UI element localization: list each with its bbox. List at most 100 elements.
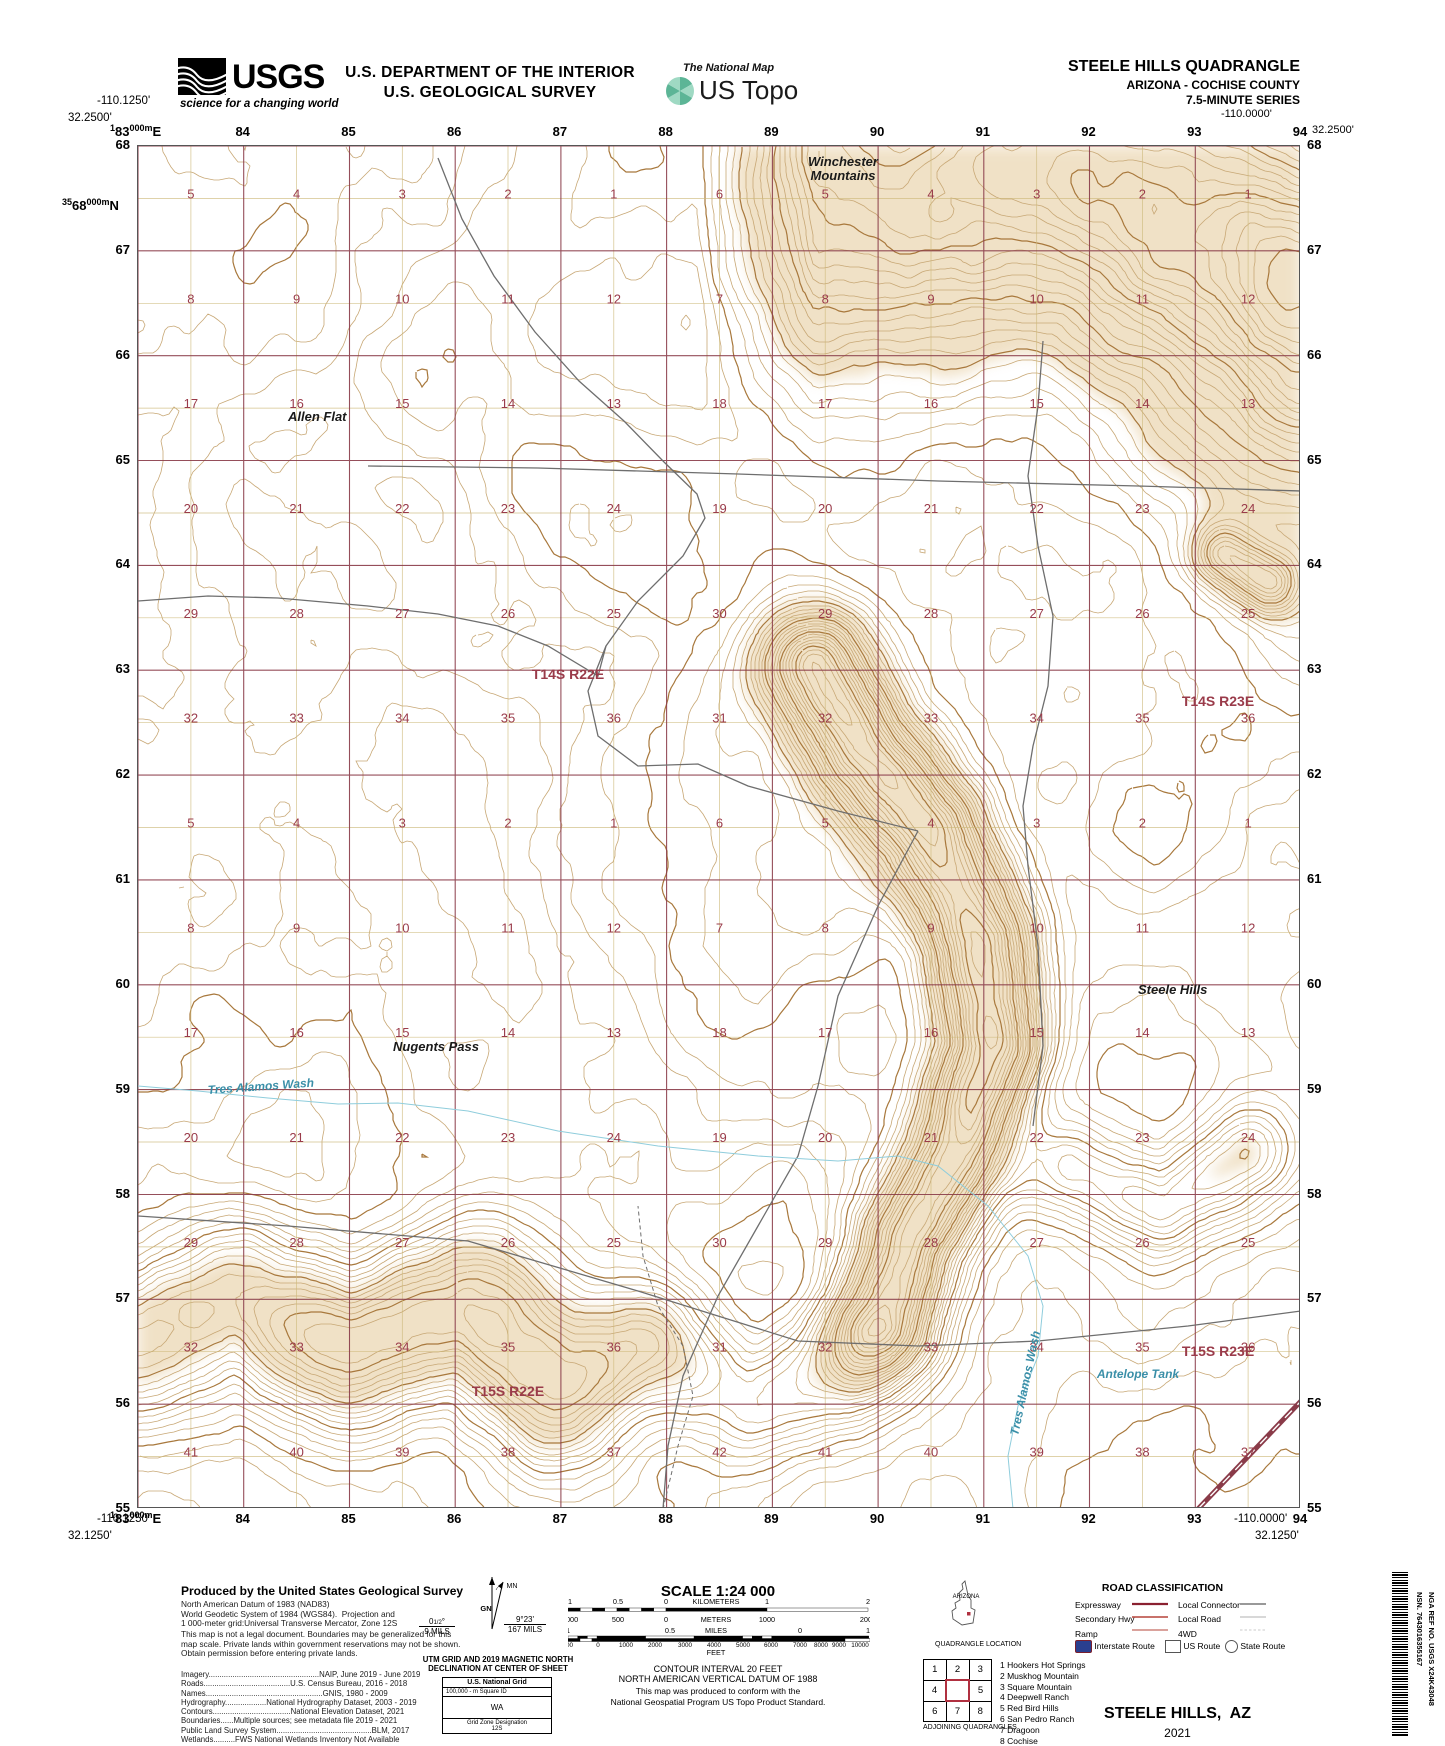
svg-text:32: 32 xyxy=(184,711,198,726)
svg-text:35: 35 xyxy=(1135,1340,1149,1355)
svg-text:13: 13 xyxy=(607,1025,621,1040)
svg-text:29: 29 xyxy=(184,1235,198,1250)
svg-text:13: 13 xyxy=(1241,396,1255,411)
svg-text:GN: GN xyxy=(480,1604,491,1613)
svg-text:9: 9 xyxy=(293,291,300,306)
svg-text:21: 21 xyxy=(289,1130,303,1145)
svg-text:26: 26 xyxy=(501,606,515,621)
svg-text:4: 4 xyxy=(293,816,300,831)
svg-text:28: 28 xyxy=(924,1235,938,1250)
svg-text:36: 36 xyxy=(607,1340,621,1355)
svg-text:15: 15 xyxy=(395,1025,409,1040)
svg-text:KILOMETERS: KILOMETERS xyxy=(692,1598,739,1606)
svg-text:35: 35 xyxy=(1135,711,1149,726)
svg-text:33: 33 xyxy=(924,1340,938,1355)
svg-text:7: 7 xyxy=(716,920,723,935)
svg-text:17: 17 xyxy=(184,396,198,411)
svg-text:3: 3 xyxy=(1033,816,1040,831)
svg-text:11: 11 xyxy=(1136,291,1150,306)
svg-text:37: 37 xyxy=(607,1445,621,1460)
svg-text:7000: 7000 xyxy=(793,1642,808,1649)
svg-text:1: 1 xyxy=(568,1598,572,1606)
svg-text:20: 20 xyxy=(184,501,198,516)
svg-text:13: 13 xyxy=(1241,1025,1255,1040)
svg-text:10: 10 xyxy=(395,920,409,935)
svg-text:23: 23 xyxy=(501,1130,515,1145)
svg-text:1: 1 xyxy=(610,816,617,831)
svg-text:Winchester: Winchester xyxy=(808,154,879,169)
svg-text:500: 500 xyxy=(612,1615,624,1624)
svg-text:35: 35 xyxy=(501,711,515,726)
svg-text:0.5: 0.5 xyxy=(613,1598,623,1606)
svg-text:11: 11 xyxy=(501,920,515,935)
svg-text:32: 32 xyxy=(184,1340,198,1355)
svg-text:1: 1 xyxy=(866,1626,870,1635)
svg-text:9: 9 xyxy=(293,920,300,935)
svg-text:3: 3 xyxy=(399,816,406,831)
svg-text:24: 24 xyxy=(607,501,621,516)
svg-text:29: 29 xyxy=(184,606,198,621)
svg-text:2000: 2000 xyxy=(860,1615,870,1624)
svg-text:2000: 2000 xyxy=(648,1642,663,1649)
svg-text:27: 27 xyxy=(1029,606,1043,621)
svg-text:5: 5 xyxy=(822,186,829,201)
svg-text:3000: 3000 xyxy=(678,1642,693,1649)
svg-text:18: 18 xyxy=(712,1025,726,1040)
svg-text:26: 26 xyxy=(1135,606,1149,621)
svg-text:22: 22 xyxy=(1029,501,1043,516)
svg-text:8: 8 xyxy=(187,291,194,306)
svg-text:34: 34 xyxy=(1029,711,1043,726)
svg-text:Mountains: Mountains xyxy=(811,168,876,183)
svg-text:1: 1 xyxy=(568,1626,570,1635)
svg-text:40: 40 xyxy=(924,1445,938,1460)
svg-text:0: 0 xyxy=(798,1626,802,1635)
svg-text:0: 0 xyxy=(664,1598,668,1606)
svg-text:6: 6 xyxy=(716,186,723,201)
svg-text:1000: 1000 xyxy=(619,1642,634,1649)
svg-text:36: 36 xyxy=(1241,1340,1255,1355)
svg-text:13: 13 xyxy=(607,396,621,411)
svg-text:35: 35 xyxy=(501,1340,515,1355)
svg-text:1: 1 xyxy=(765,1598,769,1606)
svg-text:10: 10 xyxy=(1029,920,1043,935)
svg-text:19: 19 xyxy=(712,501,726,516)
svg-text:Nugents Pass: Nugents Pass xyxy=(393,1039,479,1054)
svg-text:1000: 1000 xyxy=(568,1615,578,1624)
svg-text:FEET: FEET xyxy=(707,1648,726,1656)
svg-text:41: 41 xyxy=(184,1445,198,1460)
svg-text:14: 14 xyxy=(501,396,515,411)
svg-text:25: 25 xyxy=(607,606,621,621)
svg-text:8: 8 xyxy=(822,291,829,306)
svg-text:4: 4 xyxy=(293,186,300,201)
svg-text:40: 40 xyxy=(289,1445,303,1460)
svg-text:0: 0 xyxy=(596,1642,600,1649)
svg-text:26: 26 xyxy=(1135,1235,1149,1250)
svg-text:10000: 10000 xyxy=(851,1642,869,1649)
svg-text:9: 9 xyxy=(927,291,934,306)
svg-text:2: 2 xyxy=(504,186,511,201)
svg-text:11: 11 xyxy=(1136,920,1150,935)
svg-text:Antelope Tank: Antelope Tank xyxy=(1096,1367,1181,1381)
svg-text:23: 23 xyxy=(1135,1130,1149,1145)
svg-text:38: 38 xyxy=(1135,1445,1149,1460)
svg-text:16: 16 xyxy=(924,396,938,411)
svg-text:0.5: 0.5 xyxy=(665,1626,675,1635)
svg-text:32: 32 xyxy=(818,711,832,726)
svg-text:2: 2 xyxy=(1139,186,1146,201)
svg-text:28: 28 xyxy=(289,1235,303,1250)
svg-text:METERS: METERS xyxy=(701,1615,732,1624)
svg-text:0: 0 xyxy=(664,1615,668,1624)
svg-text:39: 39 xyxy=(395,1445,409,1460)
svg-text:27: 27 xyxy=(395,606,409,621)
svg-text:15: 15 xyxy=(1029,396,1043,411)
svg-text:9: 9 xyxy=(927,920,934,935)
svg-text:17: 17 xyxy=(184,1025,198,1040)
svg-text:3: 3 xyxy=(399,186,406,201)
svg-text:22: 22 xyxy=(1029,1130,1043,1145)
svg-text:34: 34 xyxy=(395,711,409,726)
svg-text:20: 20 xyxy=(818,501,832,516)
svg-text:Tres Alamos Wash: Tres Alamos Wash xyxy=(1007,1330,1043,1437)
svg-text:25: 25 xyxy=(607,1235,621,1250)
svg-text:12: 12 xyxy=(1241,291,1255,306)
svg-text:1000: 1000 xyxy=(568,1642,573,1649)
